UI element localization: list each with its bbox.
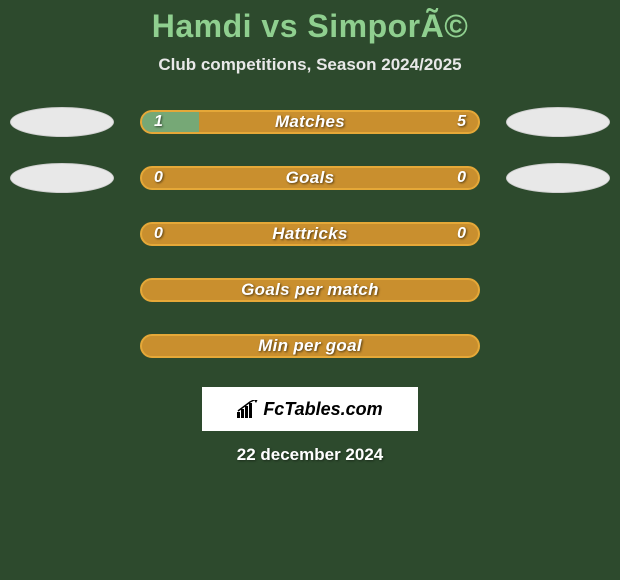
stat-row: Goals per match	[0, 275, 620, 305]
stat-bar: Matches1 5	[140, 110, 480, 134]
stat-bar: Min per goal	[140, 334, 480, 358]
page-title: Hamdi vs SimporÃ©	[0, 8, 620, 45]
stat-value-left: 0	[154, 168, 163, 188]
stat-value-left: 0	[154, 224, 163, 244]
stats-card: Hamdi vs SimporÃ© Club competitions, Sea…	[0, 0, 620, 465]
stat-bar: Goals per match	[140, 278, 480, 302]
stat-value-right: 0	[457, 224, 466, 244]
logo-label: FcTables.com	[263, 399, 382, 420]
player-ellipse-left	[10, 163, 114, 193]
stat-row: Min per goal	[0, 331, 620, 361]
stat-bar: Goals0 0	[140, 166, 480, 190]
stat-value-right: 0	[457, 168, 466, 188]
chart-icon	[237, 400, 259, 418]
date-label: 22 december 2024	[0, 445, 620, 465]
logo: FcTables.com	[237, 399, 382, 420]
stat-row: Matches1 5	[0, 107, 620, 137]
stat-label: Matches	[142, 112, 478, 132]
player-ellipse-left	[10, 107, 114, 137]
stat-value-left: 1	[154, 112, 163, 132]
stat-label: Goals per match	[142, 280, 478, 300]
stat-row: Hattricks0 0	[0, 219, 620, 249]
stat-row: Goals0 0	[0, 163, 620, 193]
logo-box[interactable]: FcTables.com	[202, 387, 418, 431]
stat-rows: Matches15Goals00Hattricks00Goals per mat…	[0, 107, 620, 361]
stat-label: Hattricks	[142, 224, 478, 244]
stat-label: Min per goal	[142, 336, 478, 356]
subtitle: Club competitions, Season 2024/2025	[0, 55, 620, 75]
stat-label: Goals	[142, 168, 478, 188]
stat-value-right: 5	[457, 112, 466, 132]
stat-bar: Hattricks0 0	[140, 222, 480, 246]
player-ellipse-right	[506, 107, 610, 137]
player-ellipse-right	[506, 163, 610, 193]
